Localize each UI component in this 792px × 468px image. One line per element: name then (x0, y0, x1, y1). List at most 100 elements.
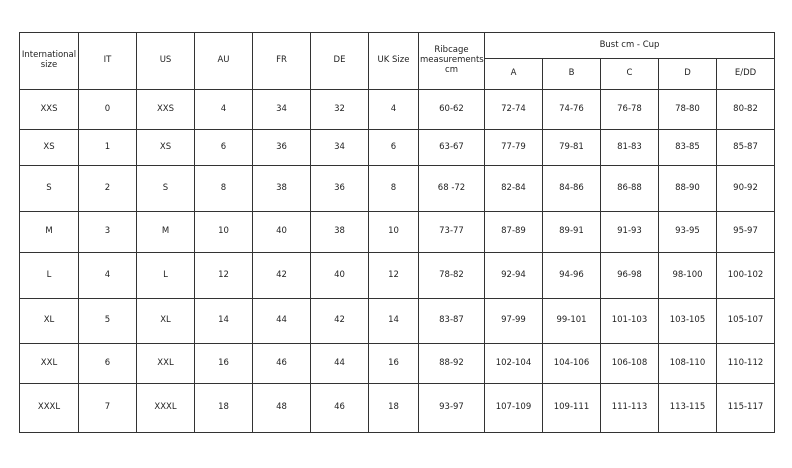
cell: 4 (78, 252, 137, 299)
cell: XXXL (19, 383, 79, 433)
cell: XL (19, 298, 79, 344)
cell: 34 (310, 129, 369, 166)
cell: 12 (194, 252, 253, 299)
cell: 83-87 (418, 298, 485, 344)
cell: 38 (310, 211, 369, 253)
cell: 36 (252, 129, 311, 166)
column-header: IT (78, 32, 137, 90)
cell: 78-82 (418, 252, 485, 299)
cell: 98-100 (658, 252, 717, 299)
cell: 72-74 (484, 89, 543, 130)
cell: 115-117 (715, 383, 776, 433)
data-row: XS 1 XS 6 36 34 6 63-67 77-79 79-81 81-83 83-85 85-8… (19, 129, 776, 166)
cell: 100-102 (715, 252, 776, 299)
cell: 5 (78, 298, 137, 344)
cell: 86-88 (600, 165, 659, 212)
cell: 76-78 (600, 89, 659, 130)
cell: 97-99 (484, 298, 543, 344)
cell: 32 (310, 89, 369, 130)
cell: 90-92 (715, 165, 776, 212)
cell: 94-96 (542, 252, 601, 299)
cup-header: E/DD (715, 58, 776, 90)
cell: XS (136, 129, 195, 166)
cell: 6 (368, 129, 419, 166)
cell: 18 (194, 383, 253, 433)
cell: 78-80 (658, 89, 717, 130)
column-header: FR (252, 32, 311, 90)
cell: 88-90 (658, 165, 717, 212)
data-row: S 2 S 8 38 36 8 68 -72 82-84 84-86 86-88 88-90 90-92 (19, 165, 776, 212)
cell: 7 (78, 383, 137, 433)
cell: L (136, 252, 195, 299)
cell: 6 (78, 343, 137, 384)
cell: 91-93 (600, 211, 659, 253)
cell: 113-115 (658, 383, 717, 433)
cell: 74-76 (542, 89, 601, 130)
cell: 82-84 (484, 165, 543, 212)
cell: 95-97 (715, 211, 776, 253)
cell: 48 (252, 383, 311, 433)
cell: 104-106 (542, 343, 601, 384)
cell: 10 (368, 211, 419, 253)
cell: 4 (194, 89, 253, 130)
cell: 88-92 (418, 343, 485, 384)
cup-header: C (600, 58, 659, 90)
cell: 108-110 (658, 343, 717, 384)
cell: 105-107 (715, 298, 776, 344)
cell: 109-111 (542, 383, 601, 433)
cell: 92-94 (484, 252, 543, 299)
cell: S (19, 165, 79, 212)
cell: 83-85 (658, 129, 717, 166)
cell: 18 (368, 383, 419, 433)
cell: 16 (368, 343, 419, 384)
data-row: XXS 0 XXS 4 34 32 4 60-62 72-74 74-76 76-78 78-80 80… (19, 89, 776, 130)
cell: 84-86 (542, 165, 601, 212)
cell: 79-81 (542, 129, 601, 166)
cell: 110-112 (715, 343, 776, 384)
cell: 40 (252, 211, 311, 253)
cell: 8 (194, 165, 253, 212)
cell: 40 (310, 252, 369, 299)
cell: 12 (368, 252, 419, 299)
cell: 46 (310, 383, 369, 433)
cell: L (19, 252, 79, 299)
cell: 111-113 (600, 383, 659, 433)
cell: 87-89 (484, 211, 543, 253)
cell: 1 (78, 129, 137, 166)
cell: M (19, 211, 79, 253)
cell: XXL (136, 343, 195, 384)
cell: 93-97 (418, 383, 485, 433)
cell: 16 (194, 343, 253, 384)
column-header: DE (310, 32, 369, 90)
data-row: L 4 L 12 42 40 12 78-82 92-94 94-96 96-98 98-100 100… (19, 252, 776, 299)
cell: 99-101 (542, 298, 601, 344)
cell: 81-83 (600, 129, 659, 166)
cell: 10 (194, 211, 253, 253)
cell: 6 (194, 129, 253, 166)
size-table: International size IT US AU FR DE UK Size Ribca… (19, 32, 776, 433)
cell: 4 (368, 89, 419, 130)
cell: 63-67 (418, 129, 485, 166)
cell: 60-62 (418, 89, 485, 130)
data-row: XXL 6 XXL 16 46 44 16 88-92 102-104 104-106 106-10… (19, 343, 776, 384)
cell: 42 (310, 298, 369, 344)
cell: XXL (19, 343, 79, 384)
cell: 0 (78, 89, 137, 130)
cell: 107-109 (484, 383, 543, 433)
cell: 44 (310, 343, 369, 384)
cell: 3 (78, 211, 137, 253)
cell: 38 (252, 165, 311, 212)
cell: 101-103 (600, 298, 659, 344)
column-header: UK Size (368, 32, 419, 90)
cell: XXS (136, 89, 195, 130)
cell: M (136, 211, 195, 253)
cell: 44 (252, 298, 311, 344)
cell: 14 (194, 298, 253, 344)
data-row: XXXL 7 XXXL 18 48 46 18 93-97 107-109 109-111 111-… (19, 383, 776, 433)
cell: XL (136, 298, 195, 344)
data-row: XL 5 XL 14 44 42 14 83-87 97-99 99-101 101-103 103-… (19, 298, 776, 344)
cell: XS (19, 129, 79, 166)
cell: 85-87 (715, 129, 776, 166)
cell: XXS (19, 89, 79, 130)
